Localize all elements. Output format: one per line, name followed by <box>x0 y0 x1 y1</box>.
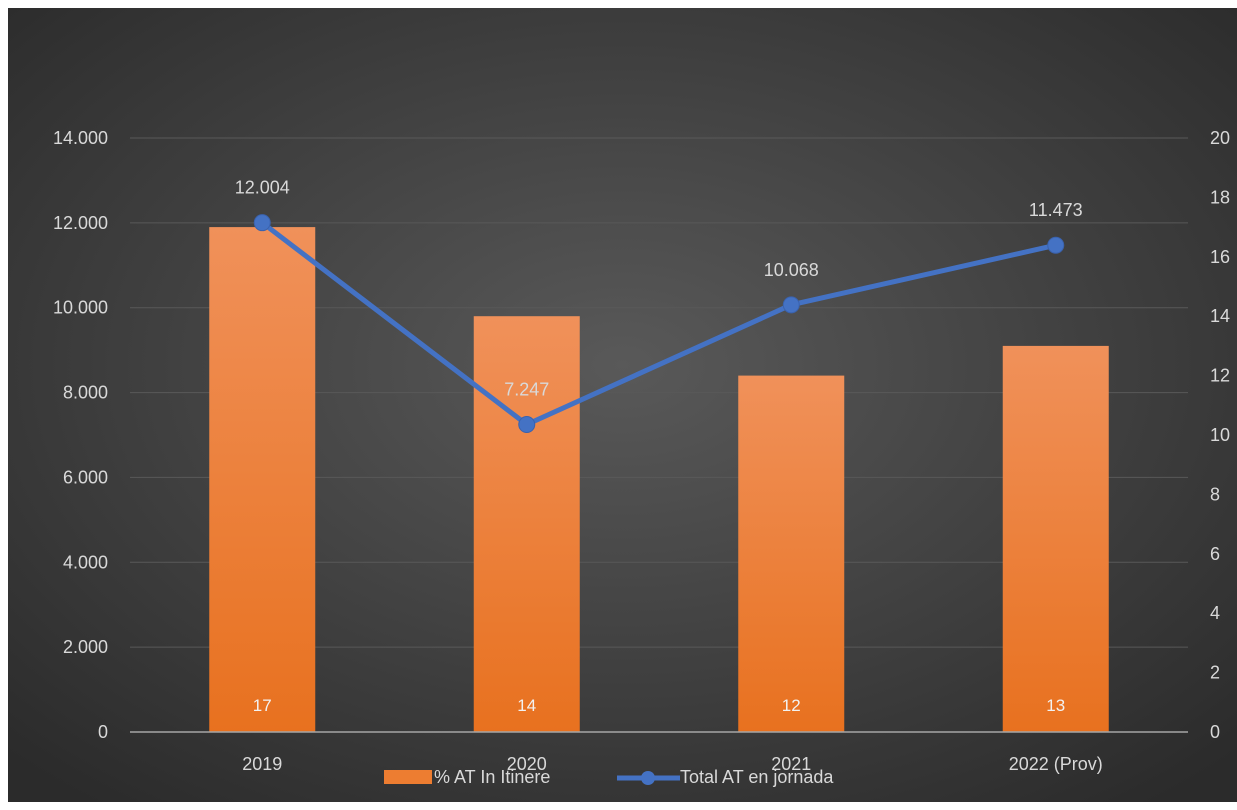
legend-marker-line <box>641 771 655 785</box>
bar <box>209 227 316 732</box>
y-secondary-tick-label: 14 <box>1210 306 1230 326</box>
line-data-label: 11.473 <box>1029 200 1083 220</box>
legend-label-bar: % AT In Itinere <box>434 767 550 787</box>
line-point <box>253 214 271 232</box>
bar-series <box>209 227 1109 732</box>
y-primary-tick-label: 0 <box>98 722 108 742</box>
bar <box>473 316 580 732</box>
axes: 0 2.000 4.000 6.000 8.000 10.000 12.000 14.000 0… <box>53 128 1230 774</box>
y-secondary-tick-label: 20 <box>1210 128 1230 148</box>
y-primary-tick-label: 2.000 <box>63 637 108 657</box>
x-tick-label: 2020 <box>507 754 547 774</box>
y-secondary-tick-label: 2 <box>1210 663 1220 683</box>
bar-data-label: 14 <box>517 696 536 715</box>
bar <box>738 375 845 732</box>
line-point <box>1047 236 1065 254</box>
y-secondary-tick-label: 0 <box>1210 722 1220 742</box>
y-primary-tick-label: 8.000 <box>63 383 108 403</box>
y-primary-tick-label: 12.000 <box>53 213 108 233</box>
line-point <box>518 416 536 434</box>
y-secondary-tick-label: 10 <box>1210 425 1230 445</box>
line-data-label: 12.004 <box>235 178 290 198</box>
bar-data-label: 17 <box>253 696 272 715</box>
bar <box>1002 345 1109 732</box>
y-secondary-tick-label: 16 <box>1210 247 1230 267</box>
bar-data-label: 13 <box>1046 696 1065 715</box>
legend-label-line: Total AT en jornada <box>680 767 834 787</box>
x-tick-label: 2019 <box>242 754 282 774</box>
y-primary-tick-label: 4.000 <box>63 552 108 572</box>
y-secondary-tick-label: 18 <box>1210 187 1230 207</box>
line-series-path <box>260 220 1057 428</box>
line-data-label: 7.247 <box>504 380 549 400</box>
line-data-label: 10.068 <box>764 260 819 280</box>
y-secondary-tick-label: 8 <box>1210 484 1220 504</box>
y-primary-tick-label: 6.000 <box>63 467 108 487</box>
data-labels: 17 14 12 13 12.004 7.247 10.068 11.473 <box>235 178 1083 715</box>
legend: % AT In Itinere Total AT en jornada <box>384 767 834 787</box>
y-primary-tick-label: 10.000 <box>53 298 108 318</box>
bar-data-label: 12 <box>782 696 801 715</box>
x-tick-label: 2022 (Prov) <box>1009 754 1103 774</box>
y-secondary-tick-label: 6 <box>1210 544 1220 564</box>
y-secondary-tick-label: 4 <box>1210 603 1220 623</box>
legend-swatch-bar <box>384 770 432 784</box>
line-series <box>253 214 1065 434</box>
x-tick-label: 2021 <box>771 754 811 774</box>
y-primary-tick-label: 14.000 <box>53 128 108 148</box>
line-point <box>782 296 800 314</box>
y-secondary-tick-label: 12 <box>1210 366 1230 386</box>
